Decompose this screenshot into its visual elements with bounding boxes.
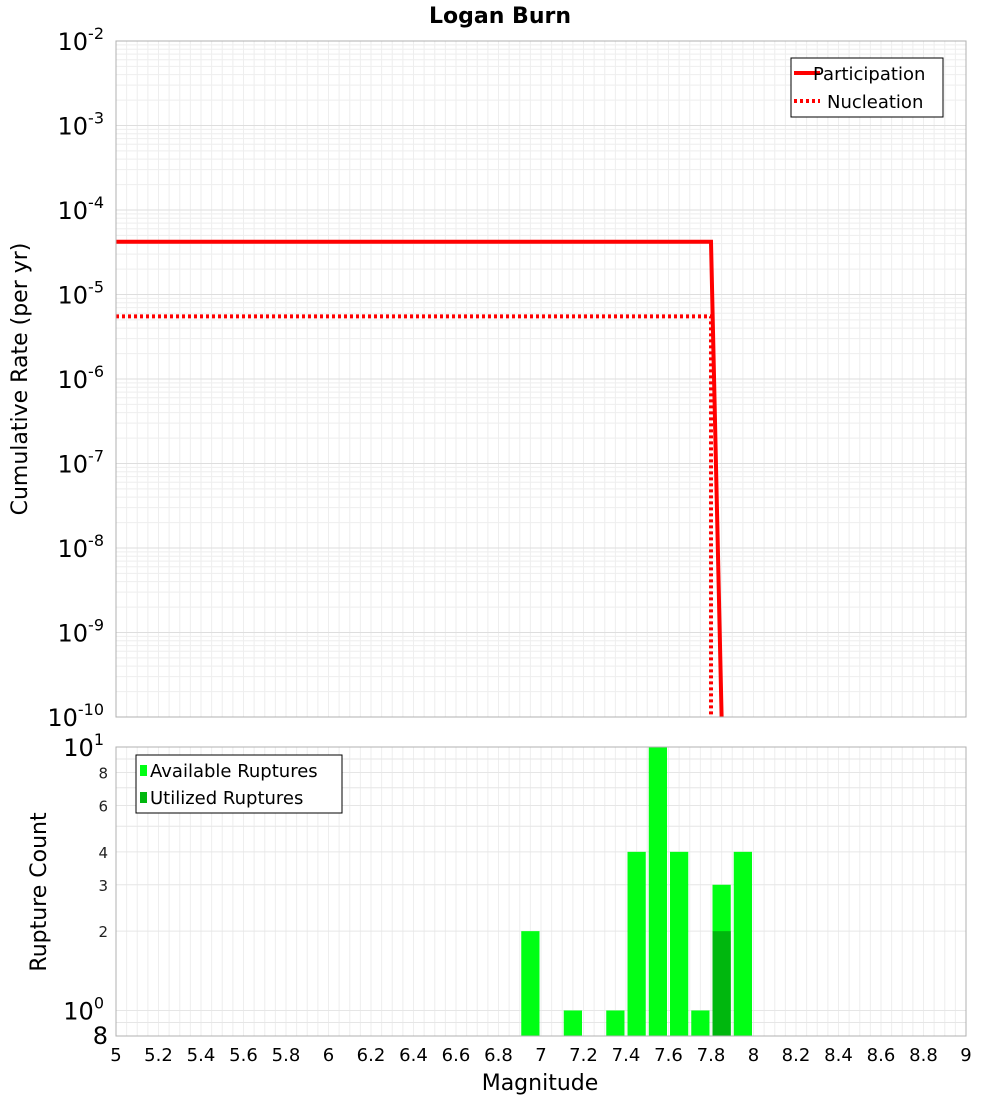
magnitude-x-ticks: 5 5.2 5.4 5.6 5.8 6 6.2 6.4 6.6 6.8 7 7.2 7.4 7.6 7.8 8… (110, 1045, 971, 1066)
rate-panel: 10-2 10-3 10-4 10-5 10-6 10-7 10-8 10-9 10-10 Cu… (8, 24, 967, 732)
x-tick-label: 7.6 (654, 1045, 683, 1066)
x-tick-label: 5 (110, 1045, 121, 1066)
rate-y-tick-label: 10-6 (58, 362, 105, 394)
x-tick-label: 5.2 (144, 1045, 173, 1066)
series-line-participation (116, 239, 724, 718)
available-bar-7.55 (648, 747, 667, 1036)
rate-y-axis-label: Cumulative Rate (per yr) (8, 243, 33, 516)
count-y-axis-label: Rupture Count (27, 812, 52, 972)
legend-swatch-available (140, 765, 147, 776)
rate-y-tick-label: 10-10 (47, 700, 104, 732)
x-tick-label: 6 (323, 1045, 334, 1066)
available-bar-7.45 (627, 851, 646, 1036)
count-bars-group (521, 747, 752, 1036)
rate-y-tick-label: 10-8 (58, 531, 105, 563)
rate-y-tick-label: 10-2 (58, 24, 105, 56)
legend-swatch-utilized (140, 792, 147, 803)
count-y-tick-label: 2 (98, 923, 108, 941)
x-tick-label: 8.6 (867, 1045, 896, 1066)
rate-y-tick-label: 10-7 (58, 447, 105, 479)
available-bar-7.15 (563, 1010, 582, 1036)
count-y-decade-label: 100 (63, 993, 104, 1025)
legend-label-nucleation: Nucleation (827, 92, 923, 113)
legend-label-utilized: Utilized Ruptures (150, 788, 303, 809)
count-y-tick-label: 3 (98, 877, 108, 895)
available-bar-6.95 (521, 931, 540, 1036)
x-tick-label: 9 (960, 1045, 971, 1066)
x-tick-label: 5.6 (229, 1045, 258, 1066)
rate-grid (115, 41, 967, 718)
rate-y-tick-label: 10-5 (58, 278, 105, 310)
rate-legend: Participation Nucleation (790, 57, 944, 118)
x-tick-label: 6.6 (442, 1045, 471, 1066)
available-bar-7.95 (733, 851, 752, 1036)
available-bar-7.35 (606, 1010, 625, 1036)
rate-y-tick-label: 10-9 (58, 616, 105, 648)
rate-y-ticks: 10-2 10-3 10-4 10-5 10-6 10-7 10-8 10-9 10-10 (47, 24, 104, 732)
x-tick-label: 5.4 (187, 1045, 216, 1066)
available-bar-7.75 (691, 1010, 710, 1036)
count-y-tick-label: 4 (98, 844, 108, 862)
count-legend-box (135, 754, 343, 814)
x-tick-label: 6.4 (399, 1045, 428, 1066)
x-tick-label: 8.4 (824, 1045, 853, 1066)
chart-title: Logan Burn (429, 4, 571, 29)
x-tick-label: 7.2 (569, 1045, 598, 1066)
rate-plot-frame (115, 40, 967, 718)
x-tick-label: 8.2 (782, 1045, 811, 1066)
count-y-tick-label: 6 (98, 797, 108, 815)
available-bar-7.65 (670, 851, 689, 1036)
utilized-bar-7.85 (712, 931, 731, 1036)
rate-y-tick-label: 10-3 (58, 109, 105, 141)
x-tick-label: 8.8 (909, 1045, 938, 1066)
legend-label-participation: Participation (813, 64, 925, 85)
x-tick-label: 6.8 (484, 1045, 513, 1066)
count-y-decade-label: 101 (63, 730, 104, 762)
rate-legend-box (790, 57, 944, 118)
x-tick-label: 8 (748, 1045, 759, 1066)
count-plot-frame (115, 746, 967, 1037)
rate-y-tick-label: 10-4 (58, 193, 105, 225)
x-tick-label: 6.2 (357, 1045, 386, 1066)
series-line-nucleation (116, 314, 713, 717)
x-tick-label: 7.4 (612, 1045, 641, 1066)
x-axis-label: Magnitude (482, 1071, 599, 1096)
count-y-bottom-label: 8 (93, 1022, 108, 1050)
x-tick-label: 5.8 (272, 1045, 301, 1066)
count-y-tick-label: 8 (98, 765, 108, 783)
legend-label-available: Available Ruptures (150, 761, 318, 782)
count-legend: Available Ruptures Utilized Ruptures (135, 754, 343, 814)
x-tick-label: 7.8 (697, 1045, 726, 1066)
x-tick-label: 7 (535, 1045, 546, 1066)
rate-series-group (116, 239, 724, 718)
